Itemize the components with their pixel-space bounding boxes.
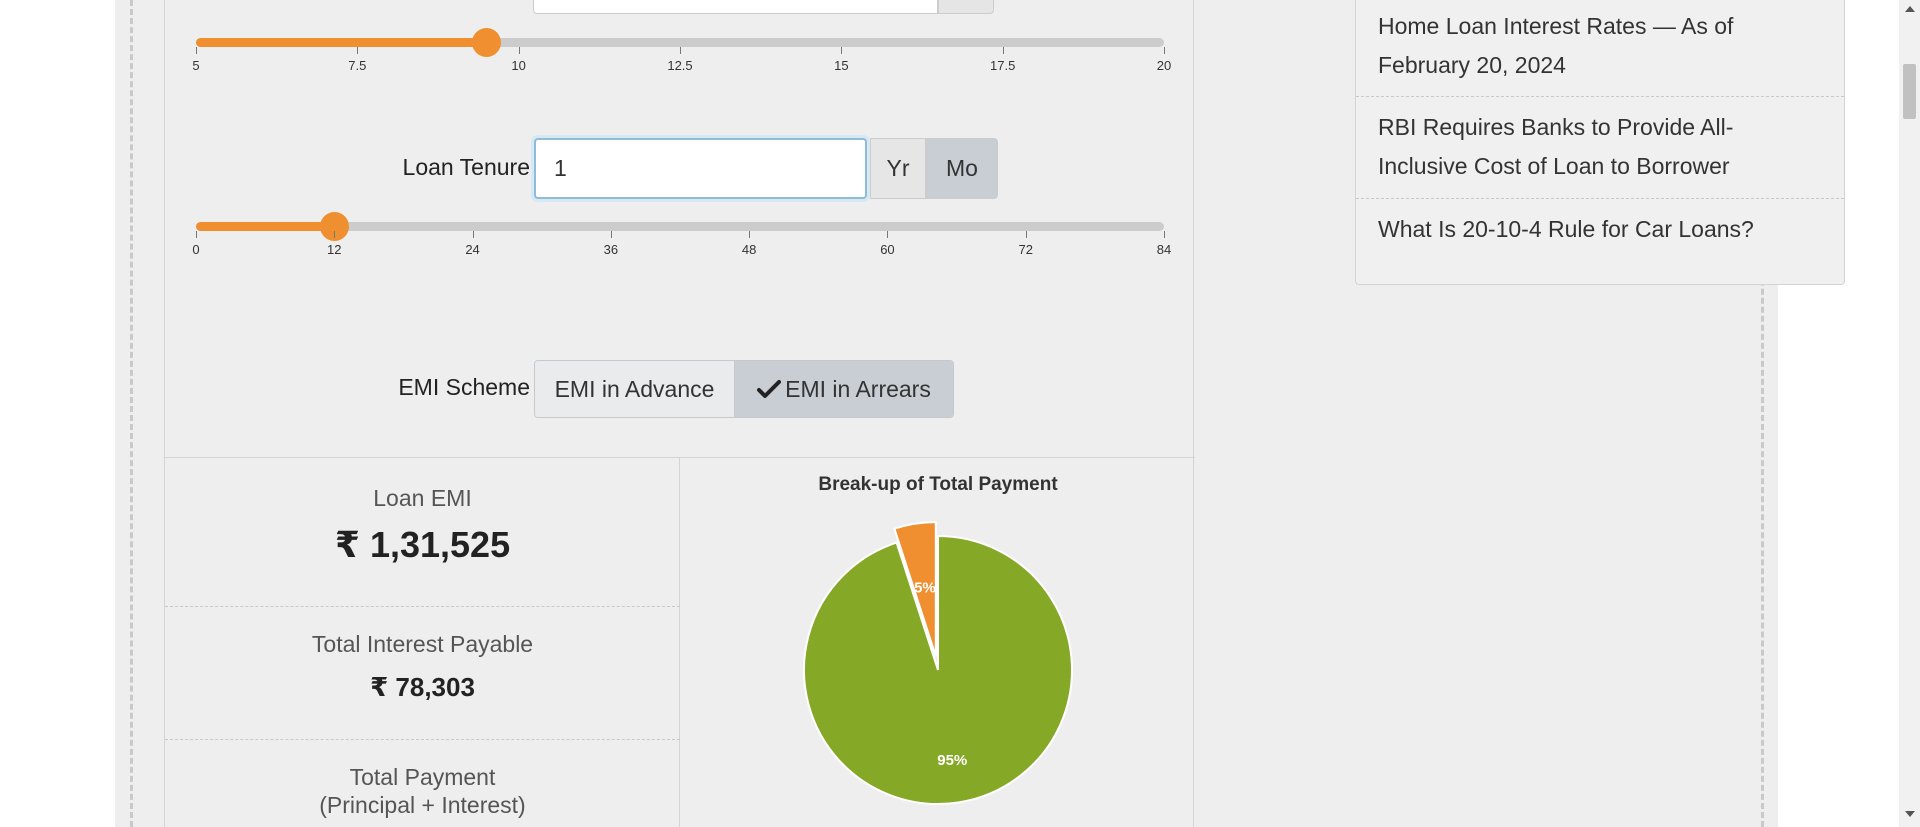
loan-tenure-input[interactable]	[534, 138, 867, 199]
loan-tenure-label: Loan Tenure	[402, 154, 530, 180]
total-interest-label: Total Interest Payable	[311, 631, 534, 657]
scroll-down-icon[interactable]	[1905, 811, 1915, 817]
article-title-line: RBI Requires Banks to Provide All-	[1378, 114, 1734, 140]
slider-fill	[196, 222, 335, 231]
emi-in-arrears-button[interactable]: EMI in Arrears	[735, 361, 953, 417]
sidebar-divider	[1356, 96, 1844, 97]
total-payment-label: Total Payment	[349, 764, 496, 790]
slider-tick-label: 12.5	[667, 58, 693, 73]
article-title-line: What Is 20-10-4 Rule for Car Loans?	[1378, 216, 1754, 242]
slider-tick-label: 12	[327, 242, 342, 257]
slider-tick-label: 10	[511, 58, 526, 73]
pie-slice-label: 95%	[937, 752, 967, 769]
slider-tick	[196, 231, 197, 238]
slider-handle[interactable]	[472, 28, 502, 57]
slider-tick-label: 0	[192, 242, 200, 257]
total-payment-block: Total Payment (Principal + Interest)	[165, 763, 680, 819]
page-scrollbar[interactable]	[1899, 0, 1920, 827]
slider-tick-label: 24	[465, 242, 480, 257]
article-title-line: February 20, 2024	[1378, 52, 1566, 78]
slider-tick	[518, 47, 520, 54]
pie-slice[interactable]	[893, 521, 937, 657]
slider-tick	[1164, 47, 1165, 54]
total-interest-value: ₹ 78,303	[370, 672, 475, 702]
loan-emi-value: ₹ 1,31,525	[334, 524, 511, 565]
page-wrapper: 5 7.5 10 12.5 15 17.5 20 Loan Tenure Yr Mo 0 12…	[115, 0, 1845, 827]
pie-slice-label: 5%	[914, 579, 936, 596]
loan-emi-block: Loan EMI ₹ 1,31,525	[165, 484, 680, 566]
related-article-link[interactable]: RBI Requires Banks to Provide All- Inclu…	[1356, 108, 1844, 186]
scroll-up-icon[interactable]	[1905, 6, 1915, 12]
slider-tick-label: 84	[1156, 242, 1172, 257]
slider-tick	[357, 47, 359, 54]
right-dashed-border	[1761, 0, 1764, 827]
slider-tick-label: 5	[192, 58, 200, 73]
sidebar-divider	[1356, 198, 1844, 199]
emi-scheme-toggle: EMI in Advance EMI in Arrears	[534, 360, 954, 418]
related-articles-sidebar: Home Loan Interest Rates — As of Februar…	[1355, 0, 1845, 285]
chart-title: Break-up of Total Payment	[818, 474, 1058, 495]
slider-tick	[680, 47, 681, 54]
slider-tick-label: 48	[741, 242, 757, 257]
slider-tick-label: 20	[1156, 58, 1172, 73]
slider-tick-label: 17.5	[990, 58, 1016, 73]
emi-calculator: 5 7.5 10 12.5 15 17.5 20 Loan Tenure Yr Mo 0 12…	[164, 0, 1195, 827]
slider-tick	[196, 47, 197, 54]
loan-emi-label: Loan EMI	[373, 485, 472, 511]
slider-tick	[887, 231, 889, 238]
emi-in-advance-label: EMI in Advance	[554, 375, 715, 402]
slider-tick	[472, 231, 474, 238]
slider-tick	[334, 231, 336, 238]
slider-tick	[841, 47, 843, 54]
slider-fill	[196, 38, 487, 47]
pie-chart: 5% 95%	[803, 521, 1073, 805]
slider-tick	[1025, 231, 1027, 238]
summary-divider	[165, 739, 680, 740]
slider-tick-label: 72	[1018, 242, 1033, 257]
total-payment-sublabel: (Principal + Interest)	[319, 792, 526, 818]
related-article-link[interactable]: Home Loan Interest Rates — As of Februar…	[1356, 7, 1844, 85]
slider-tick	[610, 231, 612, 238]
scrollbar-thumb[interactable]	[1903, 64, 1916, 119]
payment-summary: Loan EMI ₹ 1,31,525 Total Interest Payab…	[165, 458, 680, 827]
tenure-unit-month-button[interactable]: Mo	[926, 138, 998, 199]
emi-in-arrears-label: EMI in Arrears	[785, 375, 931, 402]
emi-scheme-label: EMI Scheme	[398, 374, 530, 400]
slider-tick	[749, 231, 751, 238]
check-icon	[757, 380, 782, 398]
summary-divider	[165, 606, 680, 607]
slider-tick-label: 36	[603, 242, 619, 257]
slider-tick-label: 60	[880, 242, 895, 257]
slider-tick-label: 15	[834, 58, 849, 73]
left-dashed-border	[130, 0, 133, 827]
emi-in-advance-button[interactable]: EMI in Advance	[535, 361, 735, 417]
interest-rate-input[interactable]	[533, 0, 938, 14]
interest-rate-unit[interactable]	[938, 0, 994, 14]
tenure-unit-year-button[interactable]: Yr	[870, 138, 926, 199]
slider-tick-label: 7.5	[348, 58, 367, 73]
pie-slice[interactable]	[803, 534, 1073, 805]
total-interest-block: Total Interest Payable ₹ 78,303	[165, 630, 680, 703]
slider-track[interactable]	[196, 38, 1164, 47]
slider-tick	[1002, 47, 1004, 54]
article-title-line: Home Loan Interest Rates — As of	[1378, 13, 1734, 39]
results-panel: Loan EMI ₹ 1,31,525 Total Interest Payab…	[165, 457, 1195, 827]
slider-tick	[1164, 231, 1165, 238]
article-title-line: Inclusive Cost of Loan to Borrower	[1378, 153, 1730, 179]
slider-track[interactable]	[196, 222, 1164, 231]
related-article-link[interactable]: What Is 20-10-4 Rule for Car Loans?	[1356, 210, 1844, 249]
payment-breakup-chart: Break-up of Total Payment 5% 95%	[681, 458, 1195, 827]
